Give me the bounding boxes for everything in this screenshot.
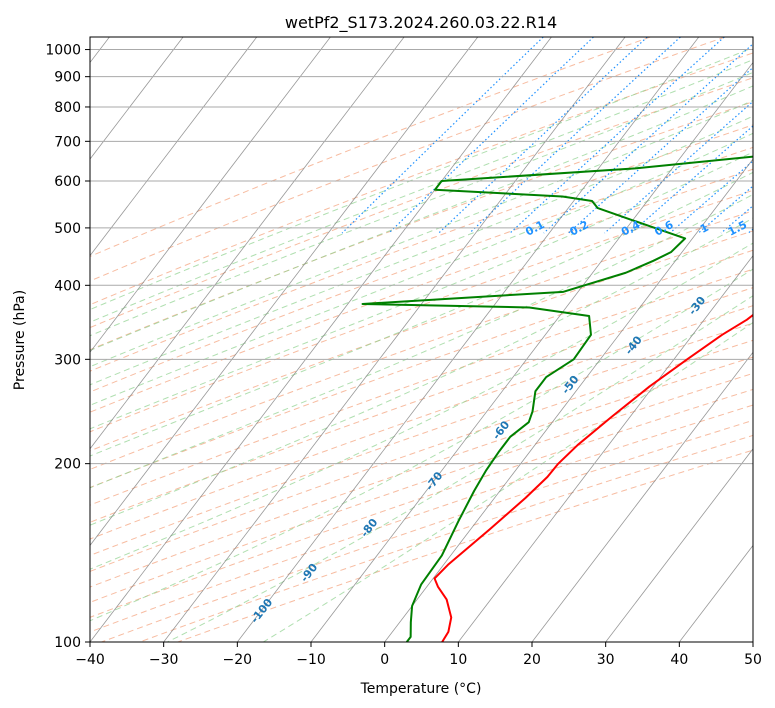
x-tick-label: −40 [75,652,105,668]
y-tick-label: 500 [54,221,81,237]
moist-adiabat-line [90,85,753,351]
plot-background [90,37,753,642]
isotherm-line [678,544,753,642]
y-axis-title: Pressure (hPa) [12,290,28,390]
plot-frame [89,36,754,643]
moist-adiabat-line [90,242,753,570]
x-tick-label: 0 [380,652,389,668]
dry-adiabat-line [90,230,753,470]
y-tick-label: 200 [54,457,81,473]
mixing-ratio-line [604,100,753,234]
x-tick-label: −20 [223,652,253,668]
isotherm-line [236,37,700,642]
x-tick-label: 10 [449,652,467,668]
mixing-ratio-line [509,37,725,234]
moist-adiabat-line [90,151,753,430]
moist-adiabat-line [90,71,753,337]
dry-adiabat-line [90,404,753,633]
y-tick-label: 600 [54,174,81,190]
isotherm-line [384,158,753,642]
moist-adiabat-line [90,59,753,323]
y-tick-label: 400 [54,278,81,294]
dry-adiabat-line [90,37,726,282]
dry-adiabat-line [90,322,753,556]
y-axis: 100 200 300 400 500 600 700 800 900 1000 [45,43,90,651]
mixing-ratio-line [438,37,648,234]
x-tick-label: 50 [744,652,762,668]
isotherm-line [457,254,753,642]
y-tick-label: 100 [54,635,81,651]
isotherm-line [605,448,753,642]
x-tick-label: −30 [149,652,179,668]
background-lines [90,37,753,642]
x-tick-label: −10 [296,652,326,668]
dry-adiabat-label: -20 [749,259,772,283]
moist-adiabat-line [90,99,753,368]
isotherm-line [163,37,626,642]
x-axis: −40 −30 −20 −10 0 10 20 30 40 50 [75,642,762,668]
x-axis-title: Temperature (°C) [360,681,482,697]
pressure-gridlines [90,49,753,642]
dry-adiabat-line [90,77,753,329]
y-tick-label: 900 [54,70,81,86]
y-tick-label: 700 [54,134,81,150]
mixing-ratio-line [568,66,753,234]
moist-adiabat-line [90,115,753,386]
x-tick-label: 20 [523,652,541,668]
dry-adiabat-line [90,356,753,588]
moist-adiabat-line [90,217,753,526]
dry-adiabat-line [90,101,753,351]
isotherm-line [310,61,753,642]
profile-series [361,155,753,642]
isotherm-line [90,37,405,450]
dewpoint-profile-line [361,155,753,642]
isotherm-line [90,37,184,160]
temperature-profile-line [433,313,753,642]
moist-adiabat-line [263,321,753,642]
dry-adiabat-line [90,287,753,523]
isotherm-line [90,37,552,642]
dry-adiabat-line [90,189,753,433]
dry-adiabat-line [90,37,651,258]
dry-adiabat-line [90,52,753,306]
y-tick-label: 300 [54,352,81,368]
isotherm-line [90,37,331,353]
isotherm-line [90,37,258,257]
y-tick-label: 1000 [45,43,81,59]
y-tick-label: 800 [54,100,81,116]
mixing-ratio-line [341,37,544,234]
chart-title: wetPf2_S173.2024.260.03.22.R14 [285,13,557,33]
moist-adiabat-line [90,193,753,489]
dry-adiabat-line [90,268,753,506]
dry-adiabat-line [90,168,753,413]
dry-adiabat-line [90,372,753,603]
moist-adiabat-line [90,49,749,311]
isotherm-line [90,37,479,547]
mixing-ratio-line [669,160,753,234]
isotherm-line [531,351,753,642]
moist-adiabat-line [90,171,753,457]
x-tick-label: 40 [670,652,688,668]
x-tick-label: 30 [597,652,615,668]
